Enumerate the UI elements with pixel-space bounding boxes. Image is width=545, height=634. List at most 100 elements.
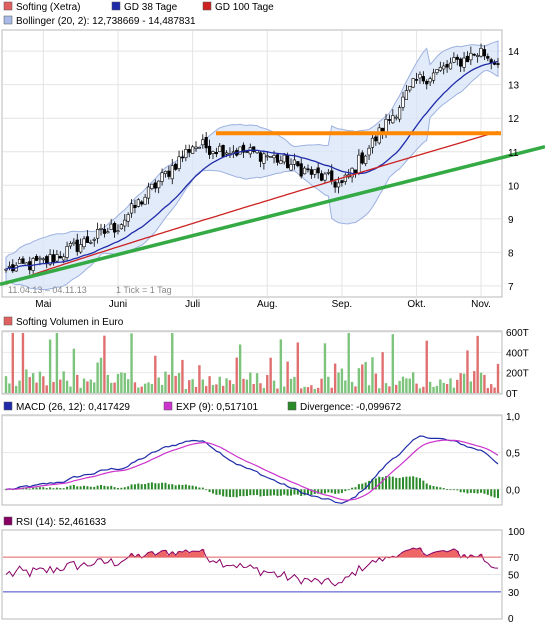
candle: [245, 151, 249, 153]
volume-bar: [255, 373, 259, 393]
divergence-bar: [62, 488, 65, 490]
volume-bar: [483, 374, 486, 393]
rsi-line: [5, 547, 499, 587]
volume-bar: [405, 378, 408, 393]
rsi-panel: RSI (14): 52,461633 0 30 50 70 100: [1, 516, 525, 625]
candle: [428, 78, 432, 83]
divergence-bar: [52, 488, 55, 490]
candle: [394, 116, 398, 119]
candle: [438, 67, 442, 71]
price-panel: Softing (Xetra) GD 38 Tage GD 100 Tage Boll…: [0, 1, 545, 310]
candle: [479, 48, 483, 57]
volume-bar: [225, 378, 228, 393]
price-x-axis: Mai Juni Juli Aug. Sep. Okt. Nov.: [35, 299, 491, 310]
volume-bar: [259, 383, 262, 393]
volume-grid: [3, 331, 501, 394]
divergence-bar: [235, 489, 238, 498]
divergence-bar: [96, 485, 99, 490]
divergence-bar: [201, 487, 204, 490]
candle: [191, 146, 195, 154]
divergence-bar: [432, 486, 435, 490]
trend-line: [0, 145, 545, 286]
candle: [296, 161, 300, 167]
candle: [51, 254, 56, 263]
volume-bar: [490, 384, 493, 393]
divergence-bar: [86, 486, 89, 490]
volume-bar: [238, 344, 242, 393]
divergence-bar: [205, 489, 208, 491]
candle: [201, 139, 205, 146]
volume-bar: [228, 380, 232, 393]
volume-bar: [245, 379, 249, 393]
volume-bar: [388, 386, 391, 393]
divergence-bar: [167, 484, 170, 490]
divergence-bar: [459, 489, 462, 493]
candle: [214, 151, 218, 155]
divergence-bar: [381, 477, 384, 490]
x-tick-label: Mai: [35, 299, 51, 310]
y-tick-label: 9: [508, 215, 514, 226]
volume-bar: [31, 373, 35, 393]
volume-bar: [391, 334, 395, 393]
candle: [496, 63, 500, 65]
divergence-bar: [157, 483, 160, 490]
divergence-bar: [303, 489, 306, 496]
candle: [68, 243, 73, 247]
volume-bar: [93, 382, 96, 393]
volume-bar: [367, 385, 371, 393]
divergence-bar: [174, 485, 177, 490]
legend-label: EXP (9): 0,517101: [176, 402, 259, 413]
candle: [45, 256, 49, 264]
volume-bar: [221, 385, 225, 393]
candle: [316, 167, 320, 174]
candle: [360, 152, 364, 164]
candle: [292, 159, 297, 165]
divergence-bar: [222, 489, 225, 497]
y-tick-label: 0,0: [506, 485, 520, 496]
divergence-bar: [191, 485, 194, 490]
macd-plot-frame: [1, 414, 503, 506]
divergence-bar: [110, 485, 113, 490]
candle: [184, 149, 188, 158]
volume-bar: [456, 379, 459, 393]
x-tick-label: Juli: [185, 299, 200, 310]
volume-bar: [493, 387, 496, 393]
volume-bar: [422, 386, 425, 393]
divergence-bar: [361, 483, 364, 490]
candle: [221, 145, 225, 157]
volume-bar: [89, 379, 93, 393]
candle: [265, 155, 269, 158]
divergence-bar: [144, 484, 147, 490]
candle: [442, 65, 446, 70]
volume-bar: [418, 388, 422, 393]
divergence-bar: [293, 489, 296, 495]
candle: [309, 169, 313, 175]
rsi-levels: [3, 556, 501, 593]
legend-swatch: [3, 316, 13, 326]
y-tick-label: 11: [508, 148, 519, 159]
candle: [204, 137, 208, 149]
divergence-bar: [306, 489, 309, 495]
volume-bar: [4, 376, 8, 393]
candle: [89, 242, 93, 244]
divergence-bar: [269, 489, 272, 496]
y-tick-label: 100: [508, 527, 525, 538]
divergence-bar: [405, 476, 408, 490]
y-tick-label: 0: [508, 614, 514, 625]
divergence-bar: [378, 476, 381, 490]
divergence-bar: [164, 482, 167, 490]
volume-bar: [218, 376, 221, 393]
volume-bar: [123, 373, 126, 393]
candle: [62, 256, 66, 261]
divergence-bar: [178, 484, 181, 490]
candle: [455, 56, 459, 60]
legend-swatch: [3, 15, 13, 25]
volume-bar: [242, 378, 245, 393]
legend-label: MACD (26, 12): 0,417429: [16, 402, 130, 413]
volume-bar: [147, 382, 150, 393]
divergence-bar: [279, 489, 282, 496]
volume-bar: [211, 384, 215, 393]
divergence-bar: [317, 489, 320, 494]
volume-bar: [306, 387, 310, 393]
candle: [357, 154, 361, 174]
